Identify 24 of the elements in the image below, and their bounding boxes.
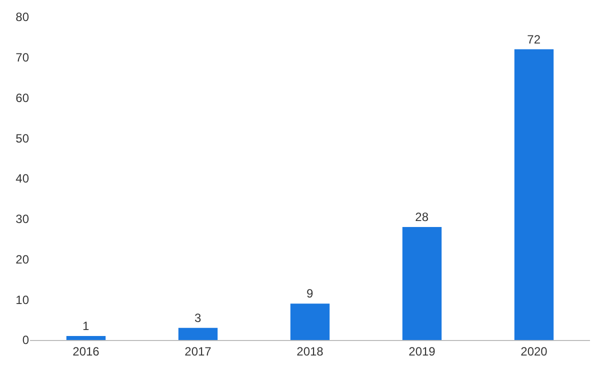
y-tick-label: 50 (16, 131, 30, 146)
bar (66, 336, 106, 340)
y-tick-label: 60 (16, 90, 30, 105)
data-label: 72 (527, 32, 541, 46)
y-tick-label: 20 (16, 252, 30, 266)
y-tick-label: 40 (16, 172, 30, 186)
data-label: 9 (306, 286, 314, 301)
y-tick-label: 0 (22, 333, 30, 348)
x-tick-label: 2016 (72, 344, 100, 358)
x-tick-label: 2020 (520, 344, 548, 358)
x-tick-label: 2019 (408, 344, 436, 358)
bar (514, 49, 554, 340)
y-tick-label: 30 (16, 212, 30, 226)
y-tick-label: 80 (16, 10, 30, 24)
x-tick-label: 2018 (296, 344, 324, 358)
data-label: 1 (82, 318, 90, 333)
bar (402, 226, 442, 340)
x-tick-label: 2017 (184, 344, 212, 358)
bar (178, 328, 218, 340)
bar (290, 304, 330, 340)
data-label: 28 (415, 210, 429, 224)
y-tick-label: 10 (16, 292, 30, 307)
y-tick-label: 70 (16, 50, 30, 65)
data-label: 3 (194, 310, 202, 325)
